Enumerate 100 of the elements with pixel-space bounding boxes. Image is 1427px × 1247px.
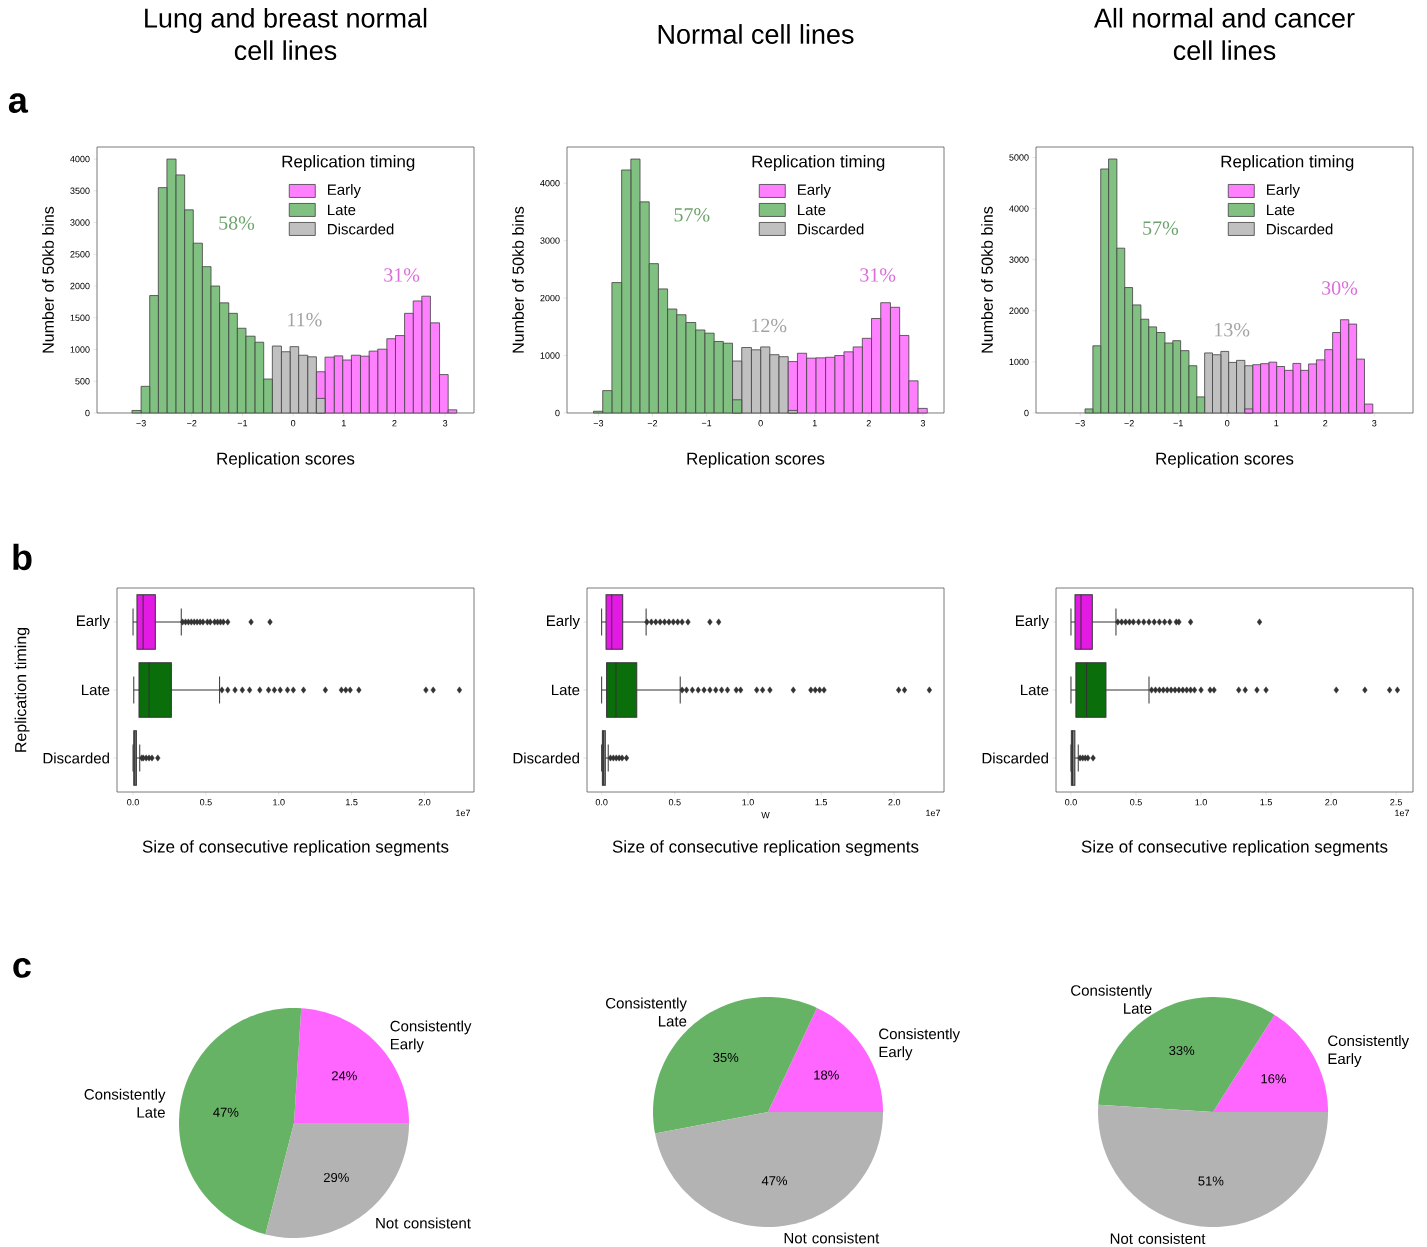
- legend-label: Discarded: [1267, 223, 1333, 235]
- text: c: [13, 958, 31, 978]
- text: 1e7: [456, 809, 471, 817]
- annotation: 31%: [860, 268, 896, 282]
- slice-label: Consistently Late: [606, 997, 687, 1027]
- y-tick-label: 0: [85, 409, 90, 417]
- y-tick-label: Discarded: [513, 752, 579, 764]
- y-tick-label: 4000: [1009, 205, 1029, 212]
- y-tick-label: Late: [552, 684, 580, 696]
- annotation: 57%: [1143, 221, 1179, 235]
- x-tick-label: −1: [701, 420, 712, 427]
- text: 1e7: [926, 809, 941, 817]
- data-label: 47%: [761, 1176, 788, 1186]
- y-tick-label: 2000: [540, 294, 560, 302]
- x-tick-label: 1: [812, 420, 817, 427]
- x-tick-label: 0: [1225, 420, 1230, 427]
- x-tick-label: −2: [647, 420, 658, 427]
- x-tick-label: −3: [593, 420, 604, 427]
- data-label: 18%: [814, 1070, 839, 1080]
- x-axis-title: Replication scores: [217, 452, 355, 469]
- slice-label: Not consistent: [1110, 1232, 1206, 1244]
- x-tick-label: 1.0: [1195, 799, 1207, 806]
- x-tick-label: 1: [1274, 420, 1279, 427]
- y-tick-label: 1000: [70, 346, 90, 353]
- y-tick-label: 3500: [70, 187, 90, 194]
- x-tick-label: 2.0: [888, 799, 901, 806]
- annotation: 13%: [1215, 322, 1250, 337]
- x-tick-label: 1.0: [742, 799, 754, 806]
- y-tick-label: 1500: [70, 314, 90, 321]
- x-tick-label: −1: [237, 420, 248, 427]
- x-tick-label: 2: [866, 420, 871, 427]
- annotation: 31%: [384, 268, 420, 282]
- x-tick-label: 3: [1372, 420, 1377, 427]
- data-label: 51%: [1198, 1176, 1224, 1186]
- chart-title: Normal cell lines: [658, 24, 854, 44]
- y-tick-label: 4000: [540, 180, 560, 187]
- annotation: 12%: [752, 318, 787, 333]
- x-tick-label: 3: [920, 420, 926, 427]
- slice-label: Consistently Early: [390, 1020, 472, 1053]
- x-tick-label: −3: [1075, 420, 1085, 427]
- data-label: 33%: [1169, 1045, 1195, 1056]
- y-tick-label: Early: [77, 615, 110, 629]
- x-tick-label: 1.5: [815, 799, 827, 806]
- legend-label: Late: [798, 204, 826, 216]
- y-axis-title: Replication timing: [14, 627, 30, 752]
- slice-label: Consistently Late: [84, 1088, 166, 1118]
- x-tick-label: 2.0: [1325, 799, 1337, 806]
- y-tick-label: Late: [1021, 684, 1049, 696]
- text: Size of consecutive replication segments: [612, 840, 919, 857]
- text: 1e7: [1395, 809, 1410, 817]
- data-label: 24%: [331, 1071, 357, 1081]
- chart-title: Lung and breast normal cell lines: [145, 7, 427, 61]
- y-tick-label: Early: [547, 615, 580, 629]
- y-tick-label: 1000: [1009, 358, 1029, 366]
- x-tick-label: 0.0: [595, 799, 608, 806]
- data-label: 16%: [1261, 1074, 1287, 1084]
- x-tick-label: 1.0: [273, 799, 285, 806]
- x-tick-label: 0.5: [199, 799, 212, 806]
- x-tick-label: −1: [1173, 420, 1183, 427]
- text: a: [8, 93, 29, 113]
- x-tick-label: 0.5: [668, 799, 681, 806]
- slice-label: Consistently Early: [879, 1028, 961, 1061]
- annotation: 30%: [1322, 281, 1358, 295]
- x-tick-label: 2: [1323, 420, 1328, 427]
- x-tick-label: 0.5: [1130, 799, 1142, 806]
- data-label: 47%: [213, 1107, 239, 1117]
- y-tick-label: Early: [1016, 615, 1049, 629]
- y-tick-label: 2000: [70, 282, 90, 290]
- y-tick-label: 3000: [1009, 256, 1029, 263]
- legend-label: Discarded: [328, 223, 394, 235]
- x-tick-label: 1.5: [346, 799, 358, 806]
- slice-label: Not consistent: [376, 1217, 471, 1229]
- x-tick-label: −2: [187, 420, 197, 427]
- legend-label: Early: [328, 183, 361, 198]
- annotation: 11%: [288, 312, 322, 327]
- x-axis-title: Replication scores: [1156, 452, 1294, 469]
- legend-title: Replication timing: [282, 155, 415, 171]
- legend-title: Replication timing: [752, 155, 885, 171]
- annotation: 58%: [219, 216, 255, 230]
- data-label: 35%: [713, 1052, 739, 1063]
- legend-label: Late: [328, 204, 356, 216]
- legend-label: Late: [1267, 204, 1295, 216]
- x-tick-label: 1.5: [1260, 799, 1272, 806]
- y-axis-title: Number of 50kb bins: [981, 206, 993, 353]
- y-tick-label: 4000: [70, 155, 90, 163]
- slice-label: Not consistent: [784, 1232, 880, 1244]
- x-axis-title: Replication scores: [687, 452, 825, 469]
- y-tick-label: Discarded: [982, 752, 1048, 764]
- y-tick-label: 2000: [1009, 307, 1029, 314]
- y-axis-title: Number of 50kb bins: [42, 206, 54, 353]
- x-tick-label: 2: [392, 420, 397, 427]
- x-tick-label: 0.0: [1065, 799, 1077, 806]
- x-tick-label: 2.0: [418, 799, 431, 806]
- y-tick-label: 0: [555, 409, 560, 417]
- y-axis-title: Number of 50kb bins: [512, 206, 524, 353]
- x-tick-label: 3: [442, 420, 448, 427]
- text: b: [13, 543, 32, 571]
- legend-label: Early: [1267, 183, 1300, 198]
- legend-label: Discarded: [798, 223, 864, 235]
- x-tick-label: −3: [136, 420, 146, 427]
